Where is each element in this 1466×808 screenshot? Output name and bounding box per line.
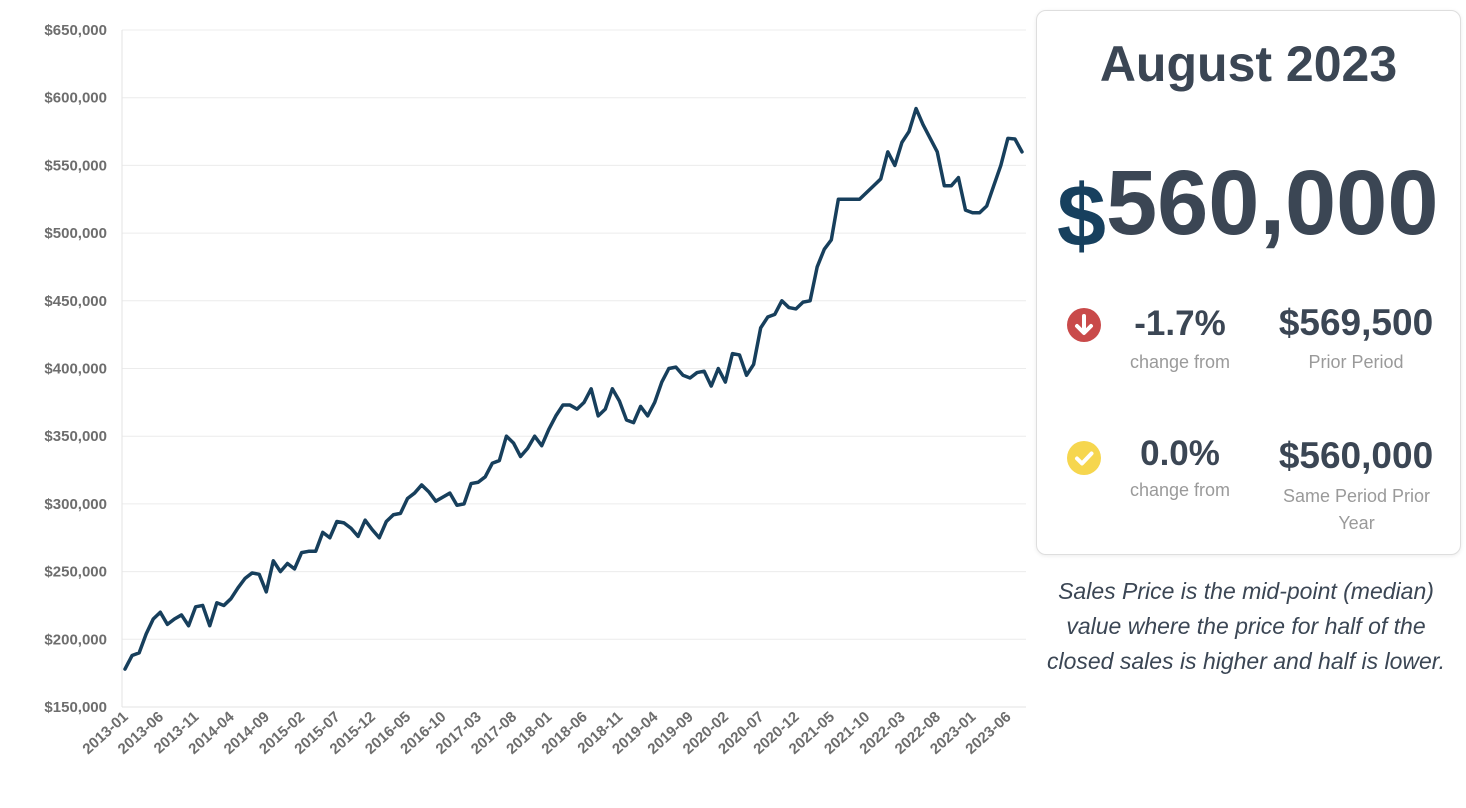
y-tick-label: $500,000 <box>44 225 107 242</box>
y-tick-label: $650,000 <box>44 22 107 39</box>
summary-card: August 2023 $560,000 -1.7% change from $… <box>1036 10 1461 555</box>
y-tick-label: $200,000 <box>44 631 107 648</box>
sales-price-line-chart: $650,000 $600,000 $550,000 $500,000 $450,000… <box>44 22 1026 758</box>
y-tick-label: $450,000 <box>44 293 107 310</box>
arrow-down-circle-icon <box>1067 308 1101 342</box>
currency-symbol: $ <box>1057 166 1106 265</box>
y-tick-label: $400,000 <box>44 361 107 378</box>
y-tick-label: $600,000 <box>44 90 107 107</box>
check-circle-icon <box>1067 441 1101 475</box>
y-axis: $650,000 $600,000 $550,000 $500,000 $450,000… <box>44 22 123 716</box>
price-value: 560,000 <box>1105 152 1439 254</box>
sales-price-definition-note: Sales Price is the mid-point (median) va… <box>1046 578 1446 674</box>
median-price-line <box>123 106 1024 671</box>
y-tick-label: $300,000 <box>44 496 107 513</box>
y-tick-label: $350,000 <box>44 428 107 445</box>
prior-period-change-label: change from <box>1129 352 1231 372</box>
prior-year-label: Same Period Prior Year <box>1282 486 1431 533</box>
prior-year-value: $560,000 <box>1278 435 1434 476</box>
y-tick-label: $250,000 <box>44 564 107 581</box>
prior-period-label: Prior Period <box>1308 352 1404 372</box>
prior-year-change-percent: 0.0% <box>1140 434 1220 473</box>
prior-period-change-percent: -1.7% <box>1134 304 1226 343</box>
y-tick-label: $150,000 <box>44 699 107 716</box>
prior-year-change-label: change from <box>1129 480 1231 500</box>
period-title: August 2023 <box>1099 36 1398 92</box>
y-tick-label: $550,000 <box>44 157 107 174</box>
chart-gridlines <box>122 29 1026 708</box>
prior-period-value: $569,500 <box>1278 302 1434 343</box>
x-axis: 2013-012013-062013-112014-042014-092015-… <box>79 706 1026 758</box>
current-price: $560,000 <box>1057 151 1439 267</box>
